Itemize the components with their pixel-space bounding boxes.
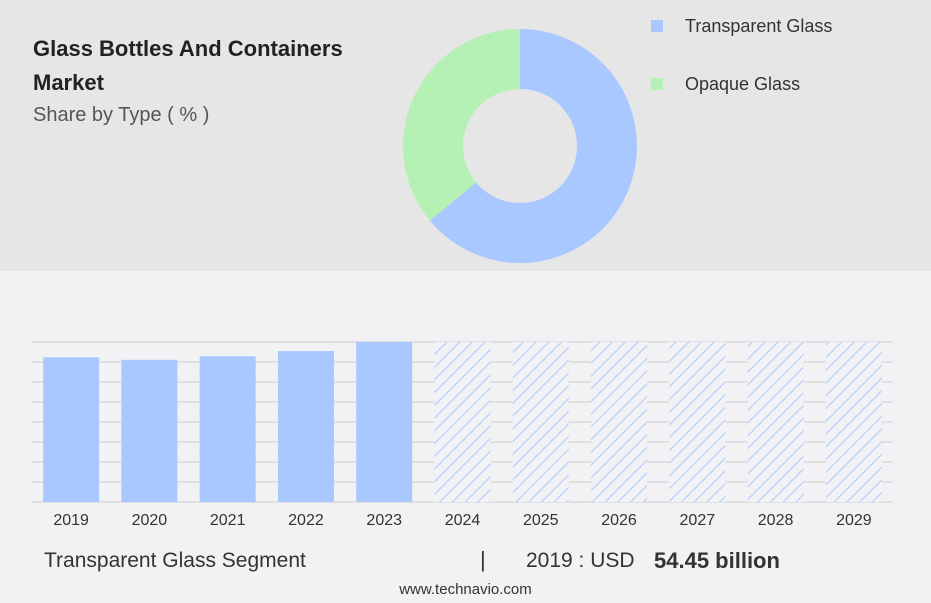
x-tick-label: 2027 <box>680 512 716 529</box>
x-tick-label: 2019 <box>53 512 89 529</box>
x-tick-label: 2023 <box>366 512 402 529</box>
bar-2027 <box>669 342 726 502</box>
x-tick-label: 2021 <box>210 512 246 529</box>
bar-2029 <box>825 342 882 502</box>
x-tick-label: 2026 <box>601 512 637 529</box>
x-tick-label: 2028 <box>758 512 794 529</box>
bar-2026 <box>591 342 648 502</box>
bar-2020 <box>121 359 178 502</box>
footer-year-label: 2019 : USD <box>526 549 635 572</box>
legend-item-opaque-glass: Opaque Glass <box>651 72 832 96</box>
bar-2021 <box>199 356 256 502</box>
bar-2025 <box>512 342 569 502</box>
legend-swatch-opaque-glass <box>651 78 663 90</box>
legend-swatch-transparent-glass <box>651 20 663 32</box>
donut-slice-opaque-glass <box>403 29 520 221</box>
x-tick-label: 2022 <box>288 512 324 529</box>
bar-chart-svg: 2019 2020 2021 2022 2023 2024 2025 2026 2027 2028… <box>32 341 893 529</box>
chart-subtitle: Share by Type ( % ) <box>33 104 210 126</box>
bar-2028 <box>747 342 804 502</box>
bar-2019 <box>43 357 100 502</box>
donut-chart <box>400 26 640 271</box>
footer-value: 54.45 billion <box>654 548 780 573</box>
chart-title: Glass Bottles And Containers Market <box>33 36 343 95</box>
x-tick-label: 2024 <box>445 512 481 529</box>
legend: Transparent Glass Opaque Glass <box>651 14 832 130</box>
bar-2023 <box>356 342 413 502</box>
x-tick-label: 2020 <box>132 512 168 529</box>
bar-2022 <box>277 351 334 502</box>
footer-segment-label: Transparent Glass Segment <box>44 549 306 572</box>
donut-slice-transparent-glass <box>429 29 637 263</box>
footer-source-link[interactable]: www.technavio.com <box>399 581 532 598</box>
bar-2024 <box>434 342 491 502</box>
x-tick-label: 2029 <box>836 512 872 529</box>
legend-item-transparent-glass: Transparent Glass <box>651 14 832 38</box>
donut-svg <box>403 29 637 263</box>
legend-label: Opaque Glass <box>685 73 801 94</box>
legend-label: Transparent Glass <box>685 15 833 36</box>
footer-separator: | <box>480 547 486 572</box>
x-tick-label: 2025 <box>523 512 559 529</box>
bar-chart: 2019 2020 2021 2022 2023 2024 2025 2026 2027 2028… <box>0 330 931 545</box>
